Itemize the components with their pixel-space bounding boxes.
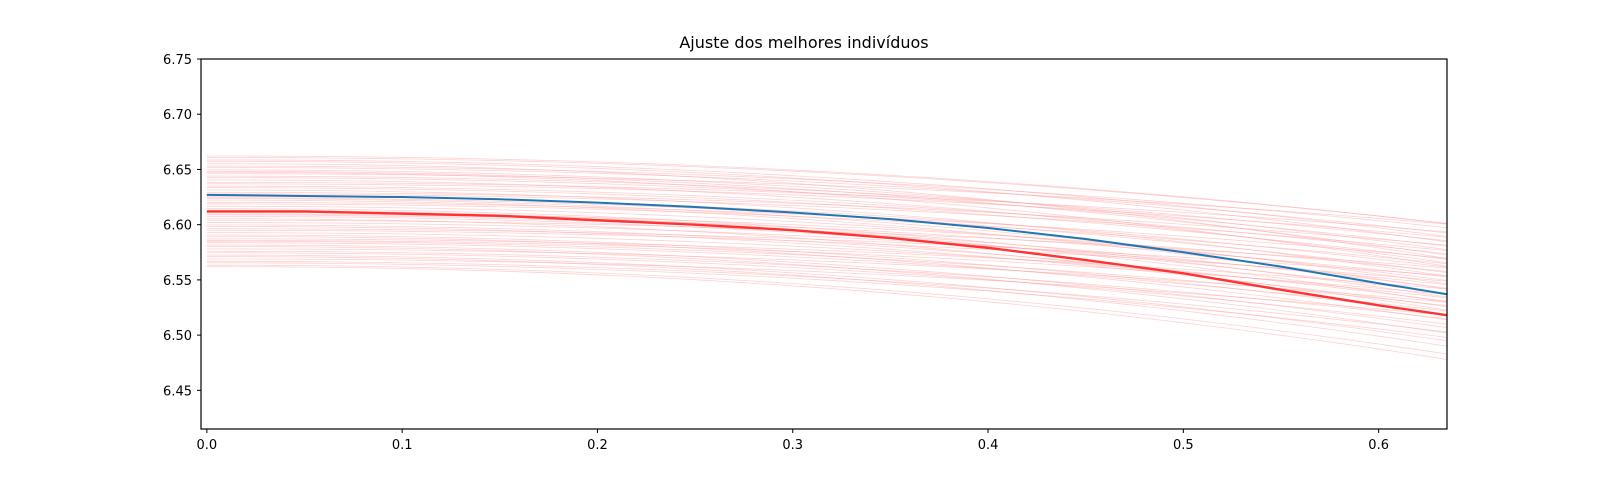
individual-line [206,244,1448,329]
x-tick-label: 0.5 [1173,438,1194,453]
individual-line [206,252,1448,325]
individual-line [206,226,1448,308]
individual-line [206,229,1448,282]
individual-line [206,155,1448,224]
individual-line [206,218,1448,311]
y-tick-label: 6.70 [163,108,192,123]
individual-line [206,167,1448,234]
individual-line [206,240,1448,307]
individual-line [206,239,1448,295]
individual-line [206,179,1448,264]
individual-line [206,256,1448,347]
x-tick-label: 0.2 [587,438,608,453]
individual-line [206,219,1448,269]
individual-line [206,185,1448,255]
individual-line [206,242,1448,312]
individual-line [206,157,1448,224]
individual-line [206,181,1448,233]
x-tick-label: 0.1 [392,438,413,453]
individual-line [206,238,1448,290]
y-tick-label: 6.50 [163,329,192,344]
individual-line [206,203,1448,265]
individual-line [206,165,1448,229]
y-tick-label: 6.60 [163,219,192,234]
individual-line [206,189,1448,277]
reference-line [206,193,1448,296]
individual-line [206,254,1448,342]
y-tick-label: 6.65 [163,163,192,178]
x-axis: 0.0 0.1 0.2 0.3 0.4 0.5 0.6 [197,429,1389,453]
individual-line [206,198,1448,285]
individual-line [206,160,1448,243]
individual-line [206,187,1448,260]
y-tick-label: 6.75 [163,53,192,68]
individual-line [206,262,1448,338]
y-tick-label: 6.45 [163,384,192,399]
individual-line [206,246,1448,334]
individual-line [206,266,1448,360]
best-fit-line [206,210,1448,317]
y-axis: 6.45 6.50 6.55 6.60 6.65 6.70 6.75 [163,53,201,399]
individual-line [206,205,1448,281]
individual-line [206,209,1448,303]
individual-line [206,177,1448,247]
individual-line [206,232,1448,299]
plot-lines [206,155,1448,360]
individual-line [206,183,1448,238]
individual-line [206,169,1448,251]
individual-line [206,258,1448,316]
x-tick-label: 0.0 [197,438,218,453]
individual-line [206,171,1448,267]
individual-line [206,191,1448,246]
individual-line [206,215,1448,294]
individual-line [206,250,1448,320]
x-tick-label: 0.4 [978,438,999,453]
individual-line [206,264,1448,355]
individual-line [206,159,1448,237]
plot-frame [200,58,1448,430]
individual-line [206,170,1448,256]
individual-line [206,248,1448,303]
individual-line [206,234,1448,315]
individual-line [206,222,1448,286]
individual-line [206,193,1448,251]
individual-line [206,208,1448,298]
individual-line [206,163,1448,259]
chart-title: Ajuste dos melhores indivíduos [679,33,928,52]
individual-line [206,175,1448,242]
y-tick-label: 6.55 [163,274,192,289]
individual-line [206,173,1448,225]
individual-line [206,260,1448,333]
x-tick-label: 0.3 [782,438,803,453]
individual-line [206,236,1448,321]
individual-line [206,224,1448,302]
individual-line [206,213,1448,278]
x-tick-label: 0.6 [1368,438,1389,453]
